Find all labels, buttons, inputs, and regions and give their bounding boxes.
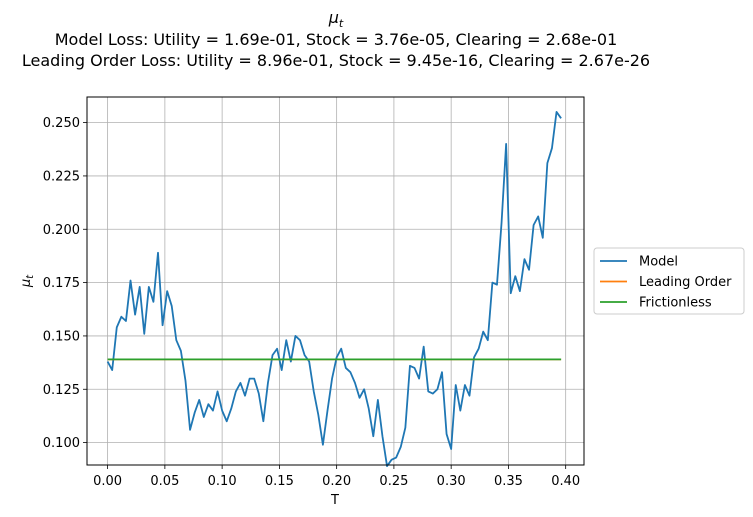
plot-frame: [86, 96, 585, 466]
y-tick-label: 0.225: [43, 169, 80, 184]
y-tick-label: 0.250: [43, 116, 80, 131]
series-lines: [106, 111, 562, 467]
x-tick-label: 0.05: [150, 474, 179, 489]
x-axis-label: T: [330, 493, 339, 508]
x-tick-label: 0.15: [265, 474, 294, 489]
y-tick-label: 0.100: [43, 436, 80, 451]
title-line-model-loss: Model Loss: Utility = 1.69e-01, Stock = …: [55, 30, 618, 49]
y-tick-label: 0.200: [43, 223, 80, 238]
title-line-symbol: μt: [328, 8, 344, 30]
legend-label-frictionless: Frictionless: [639, 296, 712, 311]
y-tick-label: 0.175: [43, 276, 80, 291]
legend-label-leading-order: Leading Order: [639, 275, 732, 290]
x-tick-label: 0.30: [437, 474, 466, 489]
ylabel-mu: μ: [19, 279, 34, 288]
legend-box: [593, 247, 745, 315]
x-axis-ticks: 0.00 0.05 0.10 0.15 0.20 0.25 0.30 0.35 0.40: [93, 465, 580, 489]
y-axis-label: μt: [19, 274, 36, 288]
legend-label-model: Model: [639, 255, 678, 270]
x-tick-label: 0.10: [208, 474, 237, 489]
legend: Model Leading Order Frictionless: [593, 247, 745, 315]
ylabel-sub: t: [25, 274, 36, 279]
y-tick-label: 0.125: [43, 383, 80, 398]
x-tick-label: 0.25: [379, 474, 408, 489]
y-axis-ticks: 0.100 0.125 0.150 0.175 0.200 0.225 0.250: [43, 116, 87, 451]
title-line-leading-order-loss: Leading Order Loss: Utility = 8.96e-01, …: [22, 51, 650, 70]
title-symbol-mu: μ: [328, 8, 339, 27]
y-tick-label: 0.150: [43, 329, 80, 344]
series-line-model: [106, 111, 562, 467]
x-tick-label: 0.00: [93, 474, 122, 489]
chart-title: μt Model Loss: Utility = 1.69e-01, Stock…: [22, 8, 650, 70]
x-tick-label: 0.20: [322, 474, 351, 489]
x-tick-label: 0.40: [551, 474, 580, 489]
x-tick-label: 0.35: [494, 474, 523, 489]
title-symbol-sub: t: [339, 17, 344, 30]
